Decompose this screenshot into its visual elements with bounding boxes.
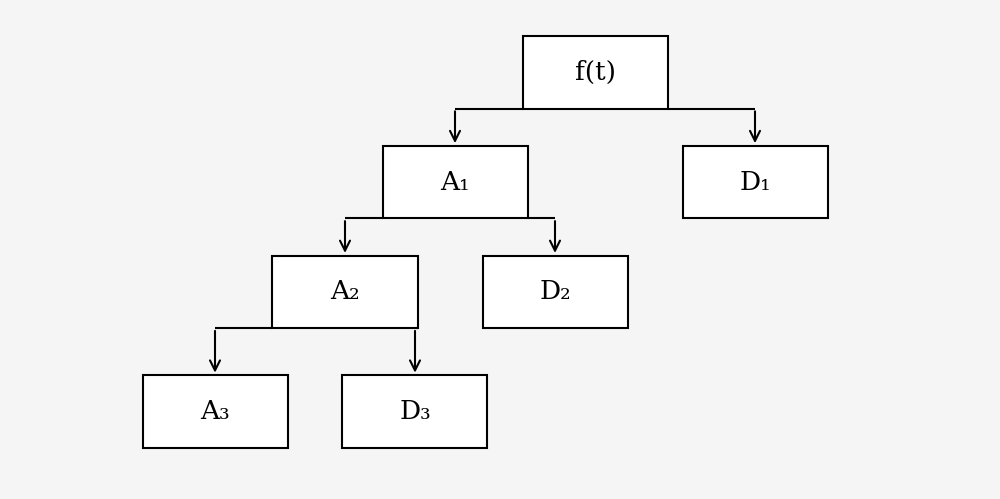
FancyBboxPatch shape — [342, 376, 487, 448]
Text: f(t): f(t) — [574, 60, 616, 85]
FancyBboxPatch shape — [682, 146, 828, 219]
Text: D₃: D₃ — [399, 399, 431, 424]
Text: D₂: D₂ — [539, 279, 571, 304]
FancyBboxPatch shape — [483, 256, 628, 328]
FancyBboxPatch shape — [143, 376, 288, 448]
Text: D₁: D₁ — [739, 170, 771, 195]
Text: A₁: A₁ — [440, 170, 470, 195]
FancyBboxPatch shape — [522, 36, 668, 109]
Text: A₂: A₂ — [330, 279, 360, 304]
FancyBboxPatch shape — [382, 146, 528, 219]
FancyBboxPatch shape — [272, 256, 418, 328]
Text: A₃: A₃ — [200, 399, 230, 424]
